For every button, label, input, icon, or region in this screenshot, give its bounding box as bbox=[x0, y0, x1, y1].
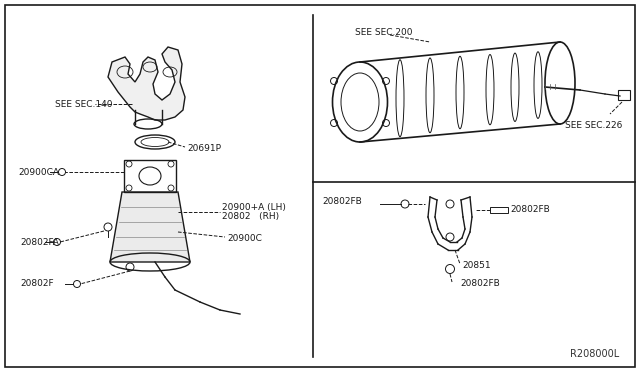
Text: 20802FB: 20802FB bbox=[460, 279, 500, 289]
PathPatch shape bbox=[108, 47, 185, 120]
Text: 20802FB: 20802FB bbox=[510, 205, 550, 214]
Text: 20900CA: 20900CA bbox=[18, 167, 59, 176]
Text: 20802   (RH): 20802 (RH) bbox=[222, 212, 279, 221]
Text: SEE SEC.140: SEE SEC.140 bbox=[55, 99, 113, 109]
Text: SEE SEC.200: SEE SEC.200 bbox=[355, 28, 413, 36]
Text: 20900+A (LH): 20900+A (LH) bbox=[222, 202, 286, 212]
Bar bbox=[490, 207, 508, 213]
Bar bbox=[124, 160, 176, 192]
Bar bbox=[618, 90, 630, 100]
Text: 20900C: 20900C bbox=[227, 234, 262, 243]
Text: SEE SEC.226: SEE SEC.226 bbox=[565, 121, 622, 129]
Text: 20802FB: 20802FB bbox=[322, 196, 362, 205]
Text: 20802FA: 20802FA bbox=[20, 237, 59, 247]
PathPatch shape bbox=[110, 192, 190, 262]
Text: 20802F: 20802F bbox=[20, 279, 54, 289]
Text: 20691P: 20691P bbox=[187, 144, 221, 153]
Text: 20851: 20851 bbox=[462, 260, 491, 269]
Text: R208000L: R208000L bbox=[570, 349, 620, 359]
